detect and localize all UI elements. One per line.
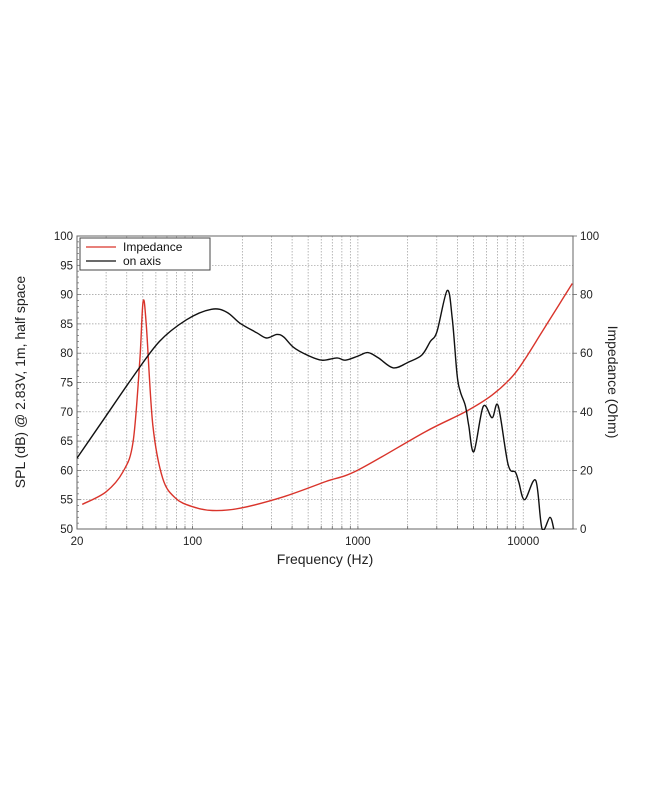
y-tick-label: 60 [60, 465, 73, 477]
y2-tick-label: 0 [580, 524, 586, 536]
legend-label-impedance: Impedance [123, 240, 183, 254]
y-tick-label: 70 [60, 407, 73, 419]
y-tick-label: 95 [60, 260, 73, 272]
x-tick-label: 10000 [507, 536, 539, 548]
y2-tick-label: 100 [580, 231, 599, 243]
legend-label-on-axis: on axis [123, 254, 161, 268]
y-axis-label: SPL (dB) @ 2.83V, 1m, half space [12, 276, 28, 489]
x-axis-label: Frequency (Hz) [277, 551, 373, 567]
y2-tick-label: 40 [580, 407, 593, 419]
y2-axis-label: Impedance (Ohm) [605, 326, 621, 439]
y-tick-label: 50 [60, 524, 73, 536]
y-tick-label: 90 [60, 290, 73, 302]
x-tick-label: 100 [183, 536, 202, 548]
legend: Impedance on axis [79, 237, 211, 271]
series-line-impedance [81, 283, 573, 512]
series-lines [77, 283, 573, 530]
legend-box [79, 237, 211, 271]
plot-frame [76, 235, 574, 530]
x-tick-label: 20 [71, 536, 84, 548]
y2-tick-label: 80 [580, 290, 593, 302]
grid [77, 236, 573, 529]
y2-tick-label: 20 [580, 465, 593, 477]
series-line-on-axis [77, 289, 555, 530]
ticks: 20 100 1000 1000050556065707580859095100020… [54, 231, 599, 548]
y-tick-label: 100 [54, 231, 73, 243]
y-tick-label: 80 [60, 348, 73, 360]
y-tick-label: 75 [60, 378, 73, 390]
y-tick-label: 55 [60, 495, 73, 507]
y-tick-label: 65 [60, 436, 73, 448]
y2-tick-label: 60 [580, 348, 593, 360]
x-tick-label: 1000 [345, 536, 371, 548]
y-tick-label: 85 [60, 319, 73, 331]
